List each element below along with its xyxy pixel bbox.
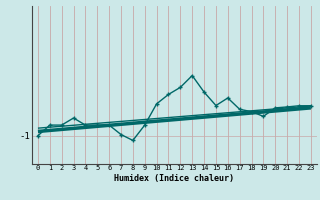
X-axis label: Humidex (Indice chaleur): Humidex (Indice chaleur) [115, 174, 234, 183]
